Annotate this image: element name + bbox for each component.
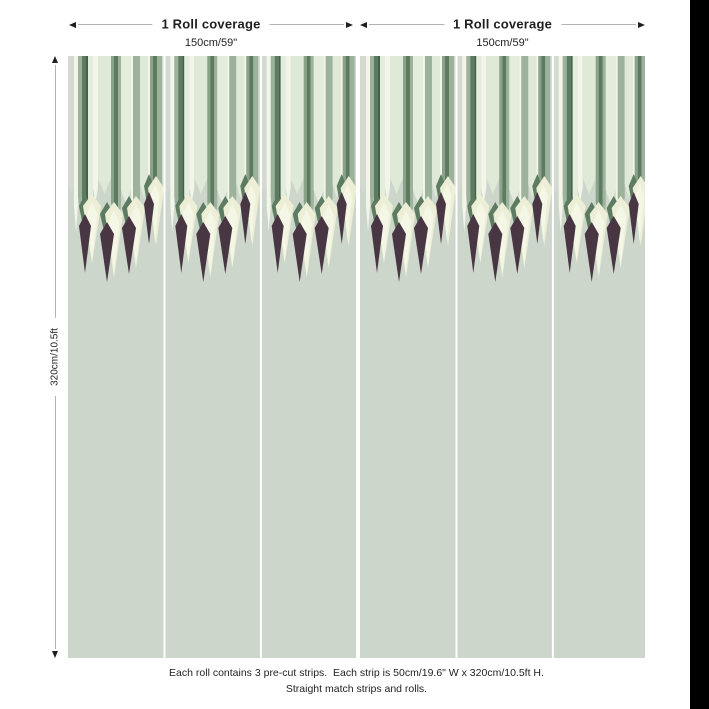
caption-line-2: Straight match strips and rolls.: [285, 683, 428, 696]
wallpaper-panel: [68, 56, 645, 658]
roll1-coverage-label: 1 Roll coverage: [152, 16, 270, 32]
caption: Each roll contains 3 pre-cut strips. Eac…: [68, 665, 645, 698]
roll1-dimension: 1 Roll coverage 150cm/59": [69, 12, 353, 50]
wallpaper-pattern: [68, 56, 645, 658]
caption-line-1: Each roll contains 3 pre-cut strips. Eac…: [169, 667, 544, 679]
roll2-dimension: 1 Roll coverage 150cm/59": [360, 12, 645, 50]
arrow-down-icon: [52, 651, 58, 658]
arrow-right-icon: [638, 21, 645, 28]
arrow-right-icon: [346, 21, 353, 28]
arrow-up-icon: [52, 56, 58, 63]
roll2-coverage-label: 1 Roll coverage: [443, 16, 562, 32]
roll2-width-value: 150cm/59": [476, 37, 529, 49]
height-value: 320cm/10.5ft: [49, 318, 61, 396]
right-black-band: [690, 0, 709, 709]
arrow-left-icon: [360, 21, 367, 28]
arrow-left-icon: [69, 21, 76, 28]
roll1-width-value: 150cm/59": [184, 37, 238, 49]
height-dimension: 320cm/10.5ft: [49, 56, 61, 658]
